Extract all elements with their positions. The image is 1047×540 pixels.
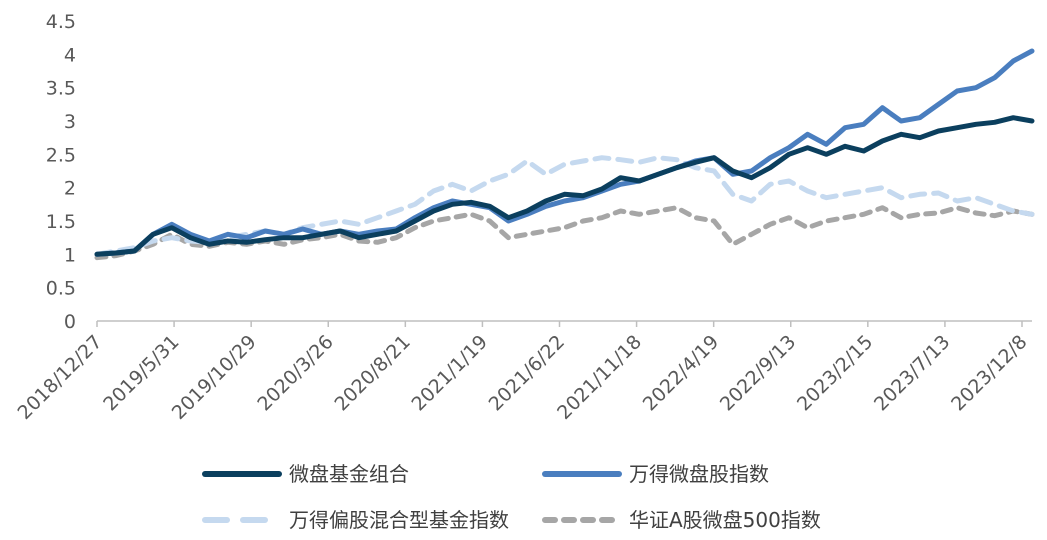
x-axis: 2018/12/272019/5/312019/10/292020/3/2620… <box>14 320 1032 424</box>
y-tick-label: 1 <box>64 244 76 266</box>
x-tick-label: 2023/2/15 <box>793 331 877 415</box>
legend-label: 万得微盘股指数 <box>629 462 769 486</box>
x-tick-label: 2020/8/21 <box>330 331 414 415</box>
y-tick-label: 4.5 <box>46 11 76 33</box>
x-tick-label: 2020/3/26 <box>253 331 337 415</box>
legend-label: 华证A股微盘500指数 <box>629 508 821 532</box>
series-line-1 <box>94 115 1035 257</box>
x-tick-label: 2021/1/19 <box>408 331 492 415</box>
series-line-2 <box>94 48 1035 257</box>
y-tick-label: 2 <box>64 178 76 200</box>
x-tick-label: 2023/7/13 <box>870 331 954 415</box>
x-tick-label: 2022/9/13 <box>716 331 800 415</box>
y-tick-label: 2.5 <box>46 144 76 166</box>
legend-label: 万得偏股混合型基金指数 <box>289 508 509 532</box>
y-tick-label: 4 <box>64 44 76 66</box>
x-tick-label: 2021/6/22 <box>485 331 569 415</box>
series-layer <box>94 48 1035 261</box>
y-tick-label: 3.5 <box>46 78 76 100</box>
y-tick-label: 3 <box>64 111 76 133</box>
y-tick-label: 1.5 <box>46 211 76 233</box>
x-tick-label: 2018/12/27 <box>14 331 107 424</box>
x-tick-label: 2023/12/8 <box>947 331 1031 415</box>
series-line-4 <box>94 205 1035 261</box>
x-tick-label: 2022/4/19 <box>639 331 723 415</box>
x-tick-label: 2019/5/31 <box>99 331 183 415</box>
y-axis: 0 0.5 1 1.5 2 2.5 3 3.5 4 4.5 <box>46 11 76 333</box>
legend-label: 微盘基金组合 <box>289 462 409 486</box>
y-tick-label: 0 <box>64 311 76 333</box>
y-tick-label: 0.5 <box>46 278 76 300</box>
